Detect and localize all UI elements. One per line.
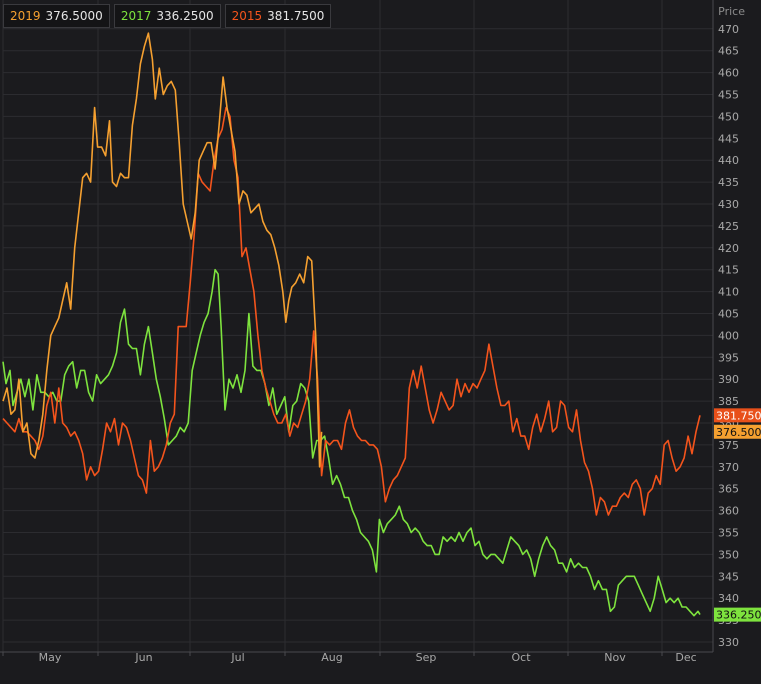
y-tick-label: 470 xyxy=(718,23,739,36)
y-tick-label: 405 xyxy=(718,308,739,321)
y-tick-label: 390 xyxy=(718,373,739,386)
last-value-tag-label-2017: 336.250 xyxy=(716,609,761,622)
legend-item-2019[interactable]: 2019 376.5000 xyxy=(3,4,110,28)
x-tick-label: Aug xyxy=(321,651,342,664)
series-line-2019 xyxy=(2,32,323,468)
y-tick-label: 400 xyxy=(718,329,739,342)
y-tick-label: 355 xyxy=(718,527,739,540)
y-tick-label: 415 xyxy=(718,264,739,277)
x-tick-label: Sep xyxy=(416,651,437,664)
last-value-tag-label-2019: 376.500 xyxy=(716,426,761,439)
y-tick-label: 465 xyxy=(718,45,739,58)
series-line-2017 xyxy=(2,268,701,617)
y-tick-label: 410 xyxy=(718,286,739,299)
legend-item-2015[interactable]: 2015 381.7500 xyxy=(224,4,332,28)
last-value-tag-2019 xyxy=(714,424,761,439)
series-line-2015 xyxy=(2,106,701,516)
y-tick-label: 340 xyxy=(718,592,739,605)
x-tick-label: Jul xyxy=(230,651,244,664)
series-layer xyxy=(2,32,701,617)
legend-series-name: 2017 xyxy=(120,9,152,23)
plot-background xyxy=(0,0,715,652)
x-tick-label: Jun xyxy=(134,651,152,664)
y-tick-label: 430 xyxy=(718,198,739,211)
y-tick-label: 460 xyxy=(718,67,739,80)
x-tick-label: Dec xyxy=(675,651,696,664)
y-axis-title: Price xyxy=(718,5,745,18)
legend-series-name: 2019 xyxy=(10,9,41,23)
legend-last-value: 376.5000 xyxy=(45,9,103,23)
x-tick-label: Nov xyxy=(604,651,626,664)
y-tick-label: 345 xyxy=(718,570,739,583)
y-tick-label: 350 xyxy=(718,548,739,561)
y-tick-label: 420 xyxy=(718,242,739,255)
last-value-tag-2015 xyxy=(714,408,761,423)
y-tick-label: 425 xyxy=(718,220,739,233)
y-tick-label: 330 xyxy=(718,636,739,649)
y-tick-label: 395 xyxy=(718,351,739,364)
y-tick-label: 435 xyxy=(718,176,739,189)
legend: 2019 376.5000 2017 336.2500 2015 381.7500 xyxy=(3,4,332,28)
last-value-tags: 376.500 336.250 381.750 xyxy=(714,408,761,622)
last-value-tag-2017 xyxy=(714,607,761,622)
last-value-tag-label-2015: 381.750 xyxy=(716,409,761,422)
y-axis: 3303353403453503553603653703753803853903… xyxy=(718,23,739,649)
legend-item-2017[interactable]: 2017 336.2500 xyxy=(113,4,221,28)
y-tick-label: 445 xyxy=(718,132,739,145)
y-tick-label: 455 xyxy=(718,89,739,102)
y-tick-label: 360 xyxy=(718,505,739,518)
y-tick-label: 385 xyxy=(718,395,739,408)
y-tick-label: 375 xyxy=(718,439,739,452)
y-tick-label: 370 xyxy=(718,461,739,474)
legend-series-name: 2015 xyxy=(231,9,263,23)
x-tick-label: Oct xyxy=(511,651,531,664)
y-tick-label: 450 xyxy=(718,110,739,123)
y-tick-label: 440 xyxy=(718,154,739,167)
legend-last-value: 381.7500 xyxy=(267,9,325,23)
x-tick-label: May xyxy=(39,651,62,664)
y-tick-label: 365 xyxy=(718,483,739,496)
x-axis: May Jun Jul Aug Sep Oct Nov Dec xyxy=(0,0,714,664)
legend-last-value: 336.2500 xyxy=(156,9,214,23)
